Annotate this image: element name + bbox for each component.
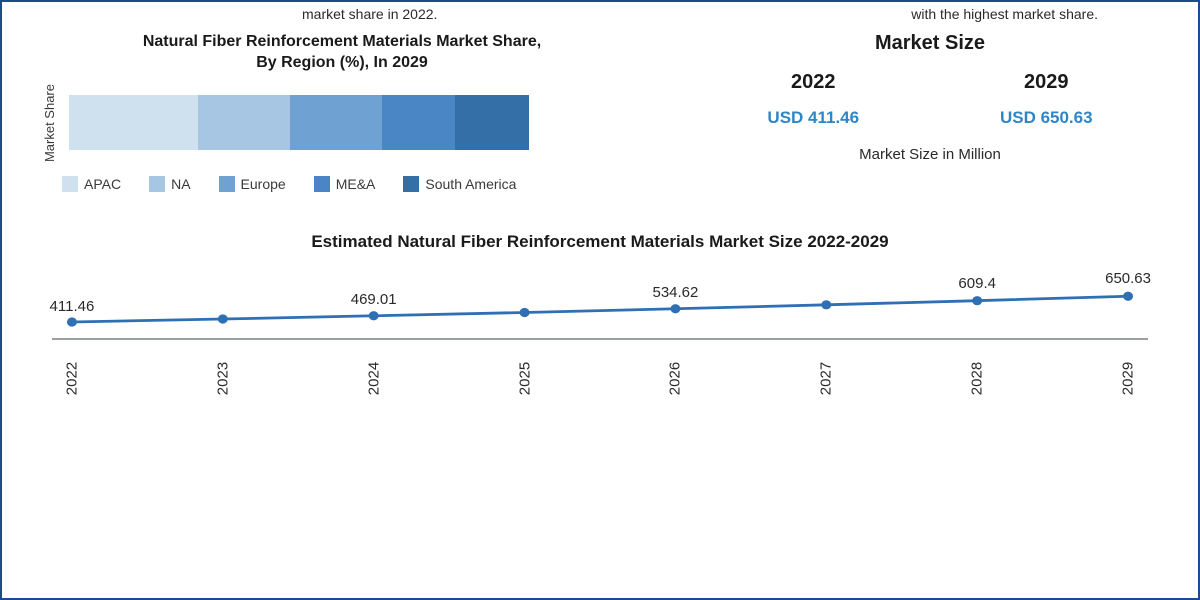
stacked-title-line1: Natural Fiber Reinforcement Materials Ma… xyxy=(143,33,541,50)
stacked-segment xyxy=(69,95,198,150)
mid-row: Natural Fiber Reinforcement Materials Ma… xyxy=(2,22,1198,192)
stacked-ylabel: Market Share xyxy=(42,84,57,162)
x-tick-label: 2023 xyxy=(214,361,231,394)
legend-item: Europe xyxy=(219,176,286,192)
x-tick-label: 2027 xyxy=(818,361,835,394)
line-chart-title: Estimated Natural Fiber Reinforcement Ma… xyxy=(52,232,1148,252)
market-size-unit: Market Size in Million xyxy=(702,146,1158,163)
x-tick-label: 2022 xyxy=(63,361,80,394)
legend-item: APAC xyxy=(62,176,121,192)
stacked-segment xyxy=(455,95,529,150)
x-tick-label: 2029 xyxy=(1120,361,1137,394)
legend-swatch xyxy=(149,176,165,192)
market-size-year: 2029 xyxy=(1000,71,1093,94)
line-marker xyxy=(218,314,228,323)
stacked-chart: Natural Fiber Reinforcement Materials Ma… xyxy=(42,32,642,192)
line-chart-area: 411.46469.01534.62609.4650.6320222023202… xyxy=(52,270,1148,390)
line-chart: Estimated Natural Fiber Reinforcement Ma… xyxy=(2,192,1198,390)
line-point-label: 650.63 xyxy=(1105,270,1151,287)
stacked-title-line2: By Region (%), In 2029 xyxy=(256,54,428,71)
line-marker xyxy=(369,311,379,320)
top-info-row: market share in 2022. with the highest m… xyxy=(2,2,1198,22)
market-size-column: 2022 USD 411.46 xyxy=(767,71,859,128)
market-size-title: Market Size xyxy=(702,32,1158,55)
line-point-label: 534.62 xyxy=(652,284,698,301)
market-size-value: USD 650.63 xyxy=(1000,108,1093,128)
market-size-year: 2022 xyxy=(767,71,859,94)
stacked-segment xyxy=(382,95,456,150)
line-path xyxy=(72,296,1128,322)
line-point-label: 411.46 xyxy=(50,298,95,315)
legend-label: South America xyxy=(425,176,516,192)
top-right-text: with the highest market share. xyxy=(911,6,1098,22)
x-tick-label: 2025 xyxy=(516,361,533,394)
legend-swatch xyxy=(403,176,419,192)
stacked-segment xyxy=(290,95,382,150)
legend-swatch xyxy=(314,176,330,192)
market-size-column: 2029 USD 650.63 xyxy=(1000,71,1093,128)
line-point-label: 609.4 xyxy=(958,275,996,292)
x-tick-label: 2024 xyxy=(365,361,382,394)
top-left-text: market share in 2022. xyxy=(302,6,437,22)
stacked-legend: APAC NA Europe ME&A South America xyxy=(62,176,642,192)
line-marker xyxy=(520,307,530,316)
line-point-label: 469.01 xyxy=(351,291,397,308)
legend-label: Europe xyxy=(241,176,286,192)
market-size-block: Market Size 2022 USD 411.46 2029 USD 650.63… xyxy=(702,32,1158,192)
line-marker xyxy=(972,296,982,305)
legend-label: ME&A xyxy=(336,176,376,192)
legend-item: NA xyxy=(149,176,190,192)
legend-label: APAC xyxy=(84,176,121,192)
line-marker xyxy=(670,304,680,313)
legend-swatch xyxy=(62,176,78,192)
x-tick-label: 2026 xyxy=(667,361,684,394)
market-size-columns: 2022 USD 411.46 2029 USD 650.63 xyxy=(702,71,1158,128)
stacked-chart-title: Natural Fiber Reinforcement Materials Ma… xyxy=(42,32,642,74)
stacked-body: Market Share xyxy=(42,84,642,162)
line-marker xyxy=(821,300,831,309)
market-size-value: USD 411.46 xyxy=(767,108,859,128)
legend-item: South America xyxy=(403,176,516,192)
line-marker xyxy=(1123,291,1133,300)
line-marker xyxy=(67,317,77,326)
legend-item: ME&A xyxy=(314,176,376,192)
stacked-segment xyxy=(198,95,290,150)
stacked-bar xyxy=(69,95,529,150)
legend-label: NA xyxy=(171,176,190,192)
legend-swatch xyxy=(219,176,235,192)
x-tick-label: 2028 xyxy=(969,361,986,394)
